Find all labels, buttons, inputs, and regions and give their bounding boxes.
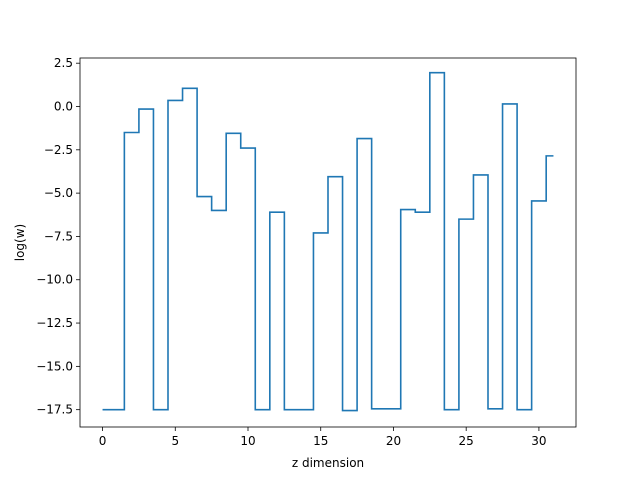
y-tick-label: −2.5 xyxy=(44,143,73,157)
axes-frame xyxy=(79,57,577,428)
plot-area xyxy=(102,71,554,412)
x-tick-label: 25 xyxy=(459,434,474,448)
x-tick-label: 0 xyxy=(99,434,107,448)
y-tick-label: −12.5 xyxy=(36,316,73,330)
y-tick-label: 0.0 xyxy=(54,100,73,114)
x-tick-label: 30 xyxy=(531,434,546,448)
y-tick-label: −17.5 xyxy=(36,403,73,417)
x-tick-label: 20 xyxy=(386,434,401,448)
series-line xyxy=(102,71,554,412)
x-axis-label: z dimension xyxy=(292,456,364,470)
x-tick-label: 5 xyxy=(171,434,179,448)
y-axis-ticks: 2.5 0.0 −2.5 −5.0 −7.5 −10.0 −12.5 −15.0 −17.5 xyxy=(36,56,80,417)
y-tick-label: −7.5 xyxy=(44,229,73,243)
y-tick-label: −15.0 xyxy=(36,359,73,373)
x-tick-label: 15 xyxy=(313,434,328,448)
y-tick-label: 2.5 xyxy=(54,56,73,70)
y-tick-label: −5.0 xyxy=(44,186,73,200)
x-tick-label: 10 xyxy=(240,434,255,448)
y-tick-label: −10.0 xyxy=(36,273,73,287)
y-axis-label: log(w) xyxy=(13,224,27,261)
x-axis-ticks: 0 5 10 15 20 25 30 xyxy=(99,427,547,448)
